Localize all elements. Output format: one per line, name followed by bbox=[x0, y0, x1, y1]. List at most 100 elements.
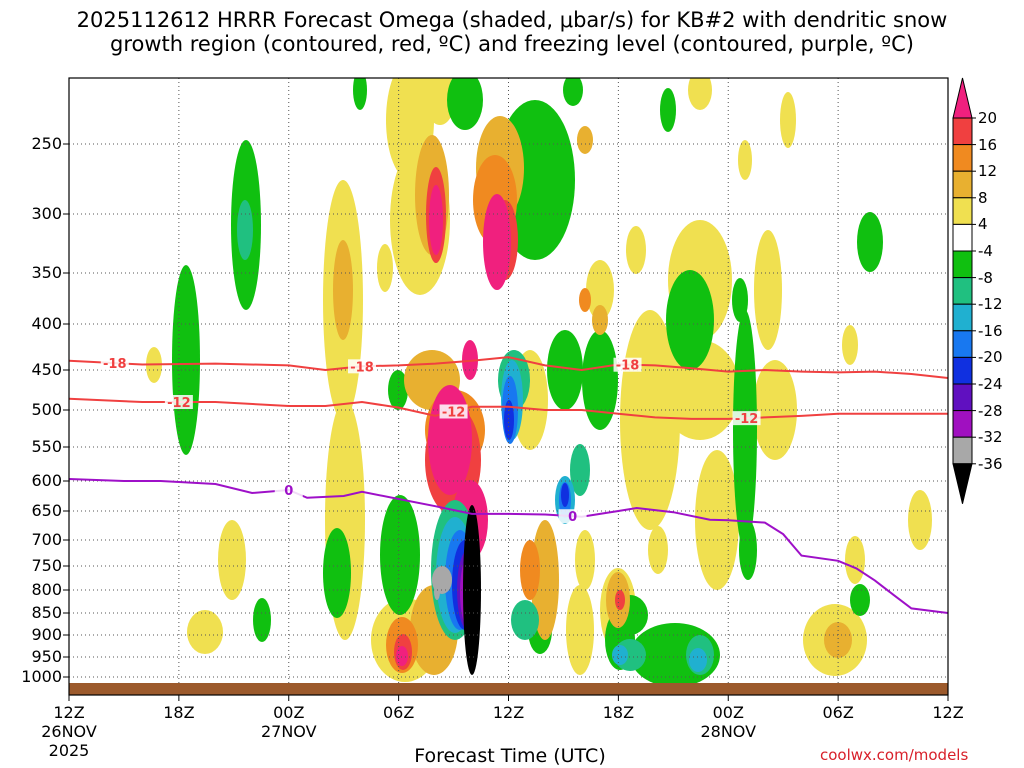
omega-blob bbox=[531, 520, 559, 640]
omega-blob bbox=[333, 240, 353, 340]
contour-label-bg bbox=[613, 357, 642, 372]
colorbar-label: 8 bbox=[978, 188, 988, 207]
y-tick-label: 500 bbox=[31, 400, 62, 419]
x-tick-label: 18Z bbox=[163, 703, 195, 722]
omega-blob bbox=[377, 244, 393, 292]
x-tick-label: 18Z bbox=[602, 703, 635, 722]
omega-blob bbox=[380, 495, 420, 615]
omega-blob bbox=[561, 483, 569, 507]
omega-blob bbox=[575, 530, 595, 590]
colorbar-cell bbox=[952, 277, 973, 305]
omega-blob bbox=[424, 78, 456, 125]
omega-blob bbox=[483, 194, 511, 290]
x-tick-label: 06Z bbox=[822, 703, 854, 722]
y-tick-label: 450 bbox=[31, 360, 62, 379]
x-axis-label: Forecast Time (UTC) bbox=[414, 745, 606, 767]
omega-blob bbox=[388, 370, 408, 410]
y-tick-label: 850 bbox=[31, 603, 62, 622]
omega-blob bbox=[429, 185, 443, 255]
contour--12 bbox=[69, 397, 948, 420]
y-tick-label: 300 bbox=[31, 204, 62, 223]
omega-blob bbox=[582, 330, 618, 430]
omega-blob bbox=[253, 598, 271, 642]
omega-blob bbox=[570, 444, 590, 496]
y-tick-label: 600 bbox=[31, 471, 62, 490]
colorbar-cell bbox=[952, 197, 973, 225]
colorbar-cell bbox=[952, 223, 973, 252]
colorbar-label: 20 bbox=[978, 109, 998, 127]
colorbar-label: 16 bbox=[978, 135, 998, 154]
omega-shading bbox=[146, 78, 932, 687]
omega-blob bbox=[739, 520, 757, 580]
omega-blob bbox=[323, 528, 351, 618]
omega-blob bbox=[463, 505, 481, 675]
y-tick-label: 900 bbox=[31, 625, 62, 644]
x-tick-label: 12Z bbox=[492, 703, 525, 722]
colorbar-label: -4 bbox=[978, 242, 993, 260]
contour-label: -12 bbox=[735, 412, 759, 427]
omega-blob bbox=[754, 230, 782, 350]
omega-blob bbox=[732, 278, 748, 322]
colorbar bbox=[952, 77, 976, 504]
omega-blob bbox=[511, 600, 539, 640]
omega-blob bbox=[428, 385, 472, 495]
axis-ticks bbox=[63, 143, 949, 701]
omega-blob bbox=[689, 648, 707, 672]
omega-blob bbox=[172, 265, 200, 455]
terrain-bar bbox=[69, 683, 948, 695]
colorbar-label: -20 bbox=[978, 348, 1003, 367]
contour-label-bg bbox=[100, 356, 129, 371]
contour-label: -18 bbox=[103, 357, 127, 372]
y-tick-label: 650 bbox=[31, 501, 62, 520]
omega-blob bbox=[566, 585, 594, 675]
colorbar-label: -36 bbox=[978, 454, 1003, 473]
contour-label-bg bbox=[274, 483, 303, 497]
colorbar-cell bbox=[952, 383, 973, 412]
omega-blob bbox=[586, 260, 614, 320]
colorbar-cell bbox=[952, 144, 973, 172]
omega-blob bbox=[504, 400, 514, 440]
x-tick-label: 12Z 26NOV 2025 bbox=[41, 703, 97, 760]
omega-blob bbox=[845, 536, 865, 584]
colorbar-label: -32 bbox=[978, 428, 1003, 447]
omega-blob bbox=[579, 288, 591, 312]
y-tick-label: 550 bbox=[31, 437, 62, 456]
colorbar-label: -8 bbox=[978, 268, 993, 287]
colorbar-label: 12 bbox=[978, 162, 998, 181]
colorbar-label: -28 bbox=[978, 401, 1003, 420]
colorbar-label: -12 bbox=[978, 295, 1003, 314]
x-tick-label: 06Z bbox=[382, 703, 415, 722]
colorbar-cell bbox=[952, 436, 973, 465]
contour-label-bg bbox=[164, 395, 193, 409]
omega-blob bbox=[780, 92, 796, 148]
contour-label-bg bbox=[439, 404, 468, 419]
omega-blob bbox=[842, 325, 858, 365]
omega-blob bbox=[648, 526, 668, 574]
colorbar-cell bbox=[952, 410, 973, 438]
omega-blob bbox=[447, 78, 483, 130]
contour-label: -18 bbox=[350, 360, 374, 375]
gridlines bbox=[69, 78, 948, 695]
y-tick-label: 700 bbox=[31, 530, 62, 549]
credit-link[interactable]: coolwx.com/models bbox=[820, 746, 969, 764]
omega-blob bbox=[753, 360, 797, 460]
omega-blob bbox=[353, 78, 367, 110]
contour-label-bg bbox=[348, 359, 376, 374]
colorbar-label: -24 bbox=[978, 375, 1003, 393]
omega-blob bbox=[660, 88, 676, 132]
contour-label: -12 bbox=[442, 405, 466, 420]
omega-blob bbox=[434, 584, 440, 600]
omega-blob bbox=[824, 622, 852, 658]
contour-label-bg bbox=[558, 509, 587, 524]
omega-blob bbox=[218, 520, 246, 600]
omega-blob bbox=[187, 610, 223, 654]
omega-blob bbox=[396, 646, 408, 666]
omega-blob bbox=[626, 226, 646, 274]
contour-label: 0 bbox=[284, 484, 293, 499]
colorbar-label: -16 bbox=[978, 321, 1003, 340]
x-tick-label: 12Z bbox=[932, 703, 964, 722]
chart-title-line1: 2025112612 HRRR Forecast Omega (shaded, … bbox=[76, 8, 948, 32]
y-tick-label: 250 bbox=[31, 134, 62, 153]
omega-blob bbox=[520, 540, 540, 600]
x-tick-label: 00Z 28NOV bbox=[700, 703, 757, 741]
